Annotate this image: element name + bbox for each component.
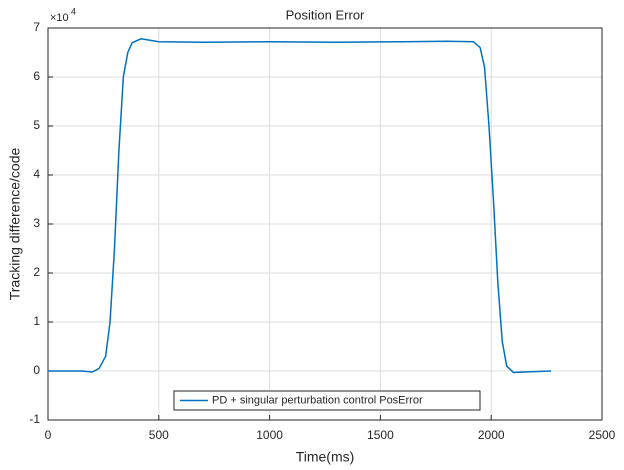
y-multiplier-exponent: 4 <box>71 6 76 16</box>
data-line <box>48 38 552 374</box>
y-tick-label: 2 <box>33 265 40 279</box>
y-tick-label: 3 <box>33 216 40 230</box>
chart-title: Position Error <box>286 7 365 22</box>
y-axis-label: Tracking difference/code <box>7 148 23 301</box>
x-tick-label: 500 <box>149 428 169 442</box>
x-tick-label: 2500 <box>589 428 616 442</box>
x-tick-label: 2000 <box>478 428 505 442</box>
x-tick-label: 1500 <box>367 428 394 442</box>
legend: PD + singular perturbation control PosEr… <box>173 390 481 411</box>
y-tick-label: 5 <box>33 118 40 132</box>
x-tick-label: 0 <box>45 428 52 442</box>
x-tick-label: 1000 <box>256 428 283 442</box>
y-tick-label: 1 <box>33 314 40 328</box>
plot-frame <box>47 27 603 421</box>
x-axis-label: Time(ms) <box>296 449 355 465</box>
y-multiplier-base: ×10 <box>50 12 69 24</box>
legend-label: PD + singular perturbation control PosEr… <box>212 394 423 406</box>
legend-box <box>173 390 481 411</box>
y-tick-label: 7 <box>33 20 40 34</box>
y-tick-label: 4 <box>33 167 40 181</box>
y-tick-label: -1 <box>29 412 40 426</box>
y-tick-label: 0 <box>33 363 40 377</box>
y-tick-label: 6 <box>33 69 40 83</box>
